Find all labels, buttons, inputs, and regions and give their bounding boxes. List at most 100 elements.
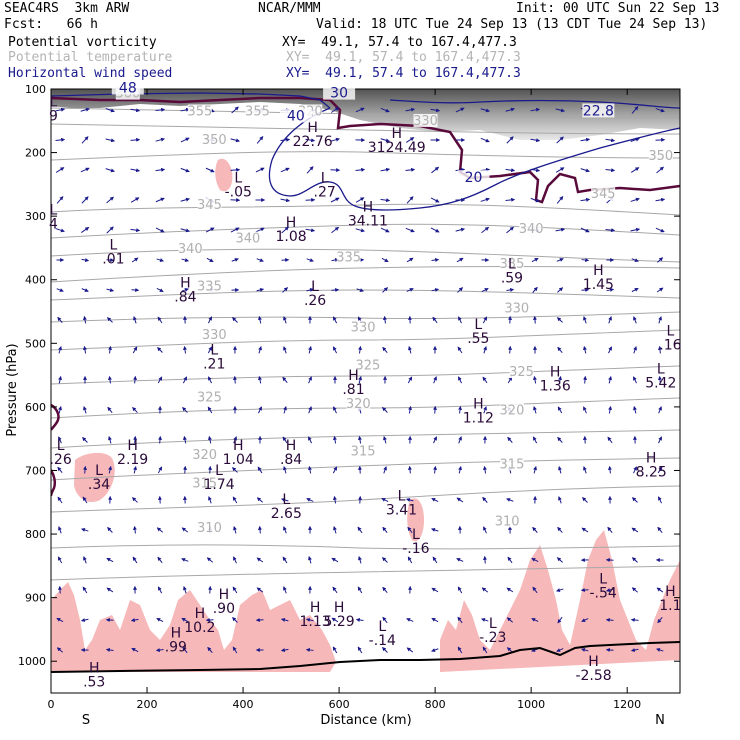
wind-vector [656,287,664,293]
y-tick-label: 100 [25,83,46,96]
wind-vector [530,107,541,112]
extremum-kind: H [550,365,561,381]
extremum-value: 4 [49,217,58,233]
wind-vector [330,137,340,142]
wind-vector [130,228,141,233]
wind-vector [283,316,287,324]
wind-vector [155,167,166,172]
wind-vector [557,526,563,533]
wind-vector [258,315,262,324]
wind-vector [457,586,463,594]
wind-vector [333,435,337,444]
isentrope-label: 325 [509,365,534,380]
wind-vector [107,375,112,384]
y-tick-label: 600 [25,401,46,414]
wind-vector [507,556,513,564]
wind-vector [308,376,312,384]
wind-vector [382,647,388,653]
wind-vector [180,228,190,233]
wind-vector [280,167,290,173]
wind-vector [433,405,438,414]
wind-vector [506,587,514,593]
wind-vector [506,498,514,502]
wind-vector [607,526,613,534]
wind-vector [132,525,137,534]
wind-vector [430,108,441,113]
wind-vector [106,196,114,204]
wind-vector [283,405,287,414]
wind-vector [282,556,288,564]
extremum-value: .34 [88,477,110,493]
wind-vector [182,406,188,413]
wind-vector [608,375,612,384]
wind-vector [633,346,637,354]
wind-vector [232,617,238,623]
isentrope-label-bg [346,396,371,410]
extremum-kind: H [307,120,318,136]
wind-vector [655,108,665,113]
wind-vector [655,197,666,202]
endpoint-left: S [82,713,90,728]
endpoint-right: N [655,713,665,728]
extremum-value: .26 [49,452,71,468]
wind-vector [382,616,388,624]
wind-vector [605,588,614,592]
wind-vector [406,196,414,204]
extremum-value: .90 [213,601,235,617]
extremum-kind: L [49,94,57,110]
wind-vector [556,195,564,204]
wind-vector [482,646,488,654]
wind-vector [405,107,416,112]
isentrope-label-bg [591,187,616,201]
wind-vector [305,228,316,233]
wind-vector [156,258,164,262]
isentrope-label: 310 [495,515,520,530]
wind-vector [530,168,541,173]
wind-vector [456,558,464,562]
wind-vector [130,197,140,203]
wind-vector [207,346,213,354]
isentrope-label-bg [499,257,524,271]
extremum-value: .26 [304,293,326,309]
wind-vector [605,138,616,143]
wind-vector [230,138,240,143]
wind-vector [481,618,489,622]
isentrope-label-bg [499,403,524,417]
pv-2-contour-left [51,403,60,431]
isentrope-label: 335 [197,279,222,294]
wind-vector [580,168,590,173]
isentrope-label: 330 [413,114,438,129]
y-tick-label: 900 [25,592,46,605]
wind-vector [358,345,363,354]
wind-vector [280,618,289,622]
wind-vector [58,436,62,444]
wind-vector [431,288,440,292]
pv-2-contour [51,96,680,204]
wind-vector [130,137,141,142]
wind-vector [257,466,263,474]
wind-vector [458,465,462,474]
wind-vector [283,586,287,594]
wind-vector [583,316,587,324]
wind-vector [255,227,265,233]
wind-vector [183,435,187,444]
wind-vector [281,226,289,234]
wind-vector [332,495,337,504]
wind-vector [208,496,212,504]
wind-vector [106,317,113,323]
wind-vector [630,137,640,142]
wind-vector [456,257,464,263]
extremum-value: 1.36 [540,379,571,395]
wind-vector [405,227,415,233]
wind-vector [533,406,537,414]
extremum-value: .53 [83,674,105,690]
isentrope-label: 315 [351,445,376,460]
wind-vector [155,107,166,112]
wind-vector [658,496,662,504]
field-theta-xy: XY= 49.1, 57.4 to 167.4,477.3 [286,50,521,65]
wind-vector [457,616,463,624]
wind-vector [83,556,87,564]
wind-vector [132,346,138,354]
wind-vector [131,288,140,293]
wind-vector [181,527,189,533]
